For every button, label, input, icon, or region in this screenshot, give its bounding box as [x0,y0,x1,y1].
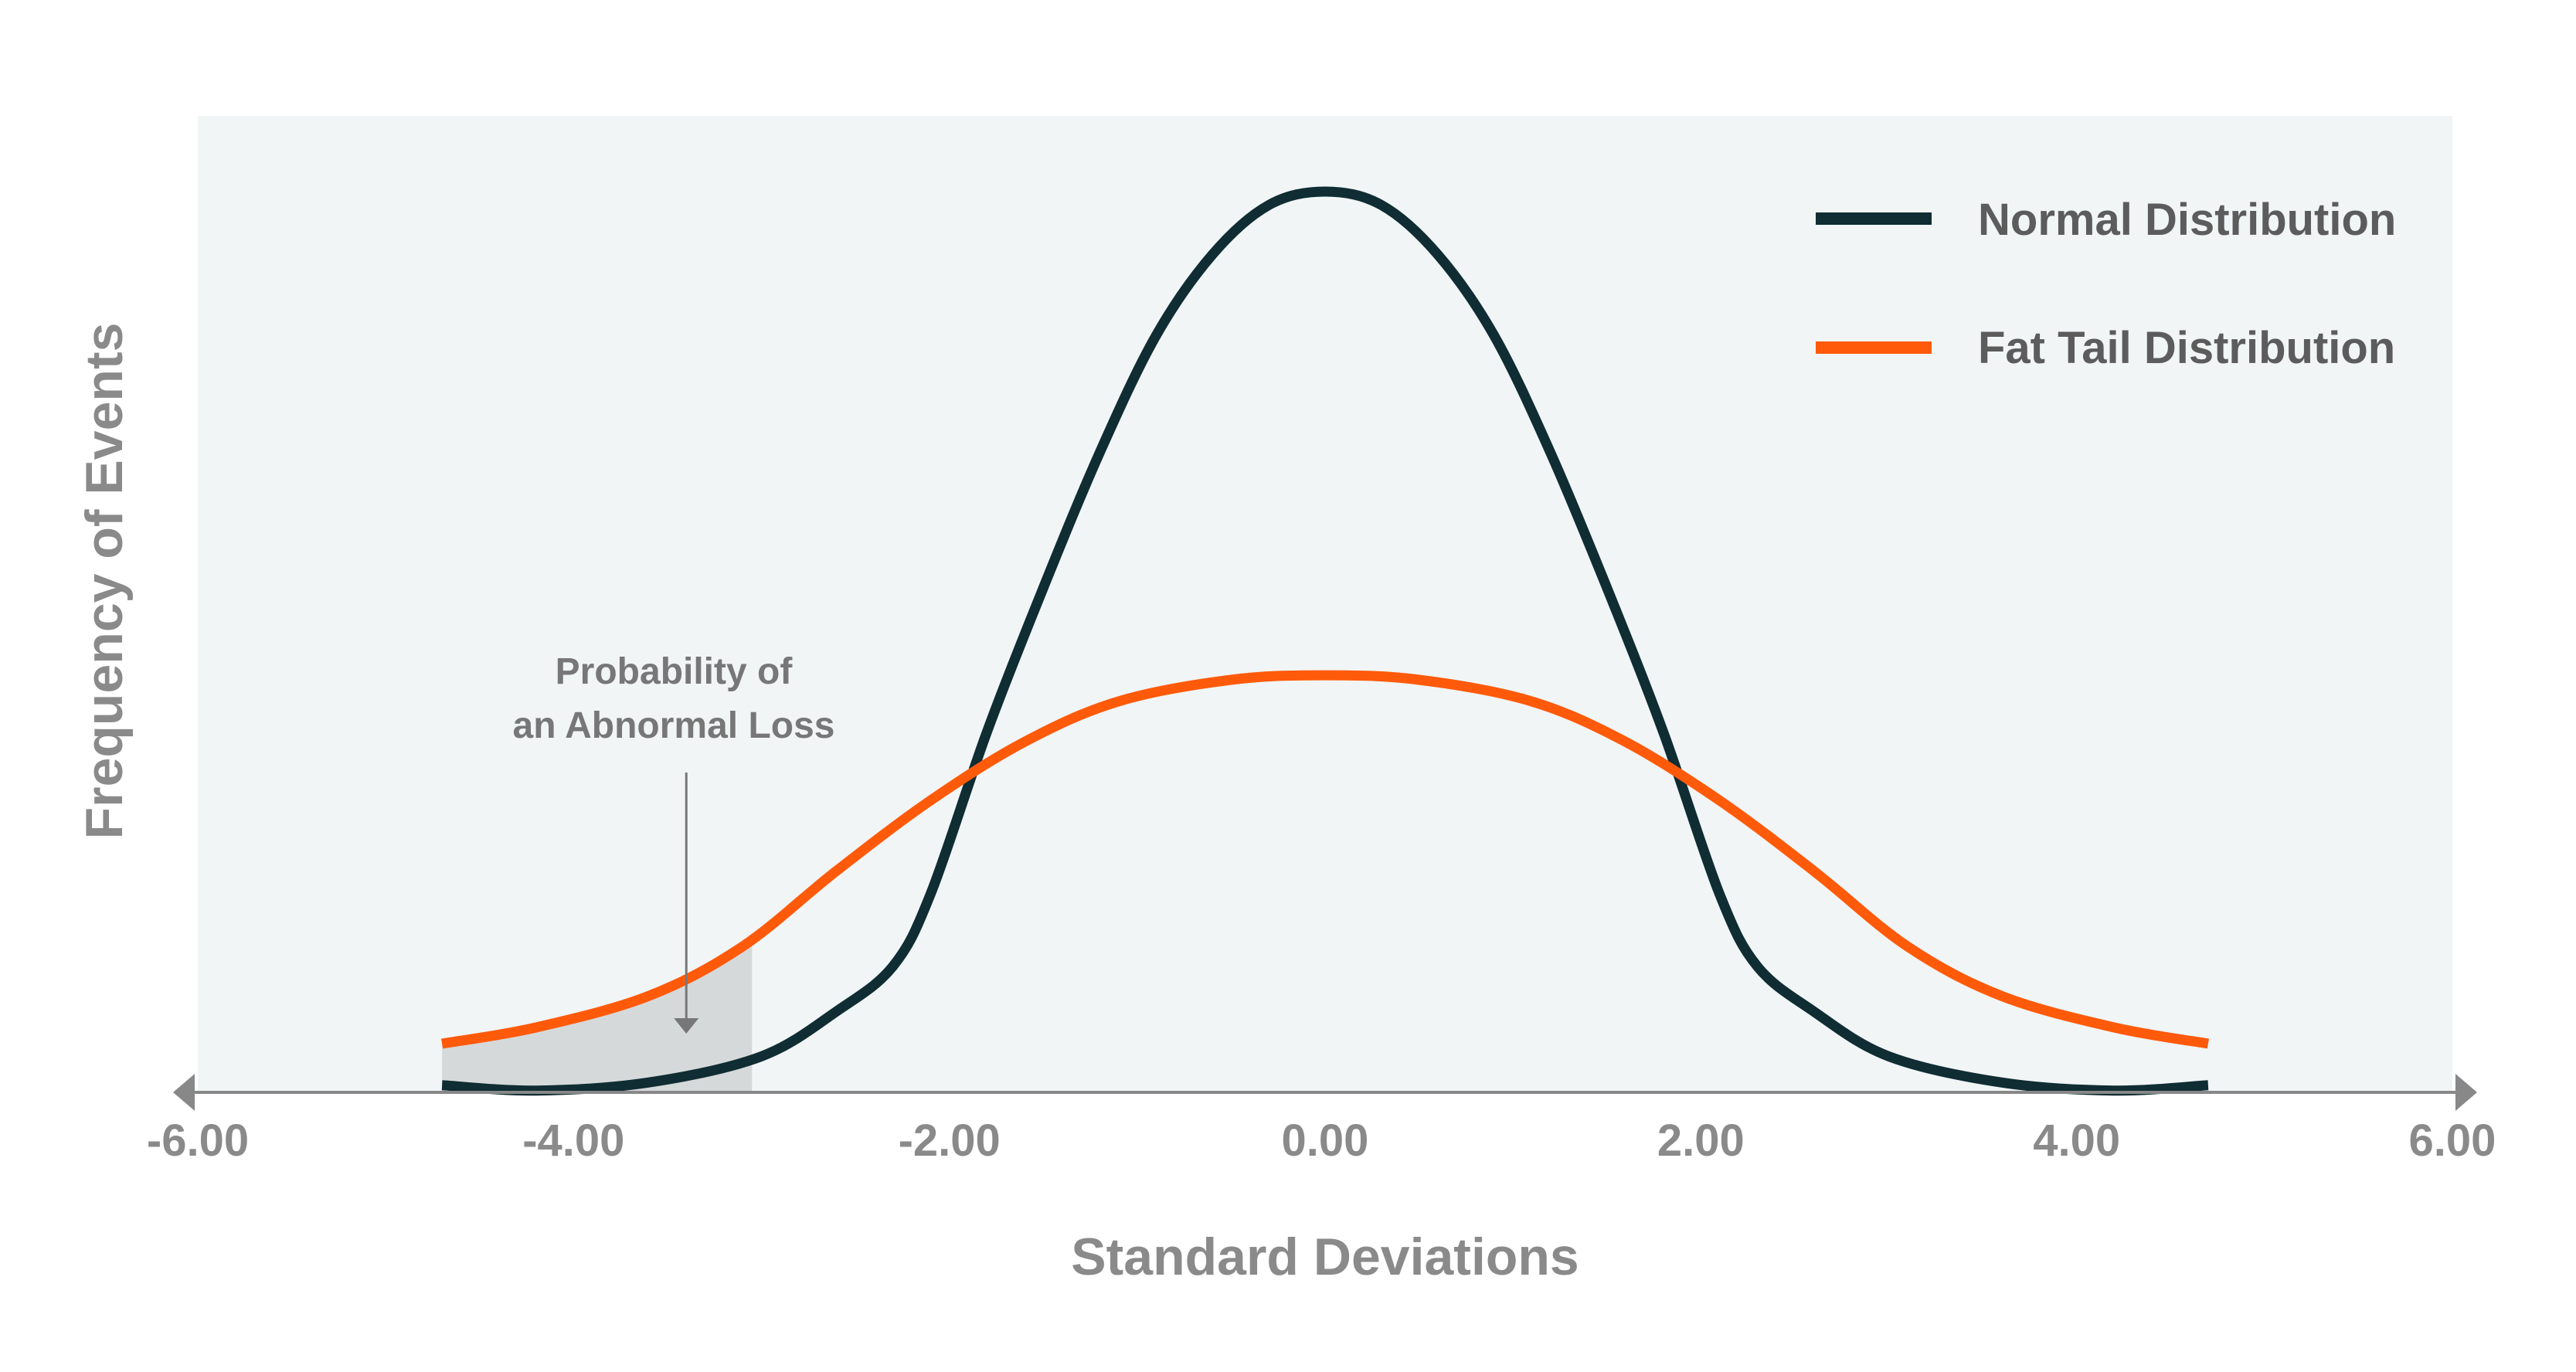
x-axis-arrow-right-icon [2455,1074,2477,1111]
x-tick-label: 4.00 [2033,1116,2120,1166]
annotation-text-line-2: an Abnormal Loss [513,705,835,746]
y-axis-title: Frequency of Events [75,323,134,840]
x-tick-label: -4.00 [522,1116,624,1166]
legend-label-fat-tail-distribution: Fat Tail Distribution [1978,323,2395,373]
plot-background [198,116,2452,1092]
x-tick-label: 0.00 [1282,1116,1369,1166]
legend-label-normal-distribution: Normal Distribution [1978,195,2396,245]
series-line-normal-distribution [441,186,2209,1096]
annotation: Probability of an Abnormal Loss [513,651,835,1034]
x-tick-label: 6.00 [2409,1116,2496,1166]
annotation-text-line-1: Probability of [556,651,794,692]
x-tick-label: 2.00 [1657,1116,1745,1166]
legend: Normal Distribution Fat Tail Distributio… [1816,195,2396,373]
x-axis-title: Standard Deviations [1071,1228,1579,1286]
x-tick-label: -6.00 [147,1116,249,1166]
x-tick-labels: -6.00 -4.00 -2.00 0.00 2.00 4.00 6.00 [147,1116,2496,1166]
x-tick-label: -2.00 [899,1116,1001,1166]
annotation-arrow-down-icon [674,1018,699,1034]
x-axis-arrow-left-icon [173,1074,195,1111]
series-line-fat-tail-distribution [440,670,2210,1049]
